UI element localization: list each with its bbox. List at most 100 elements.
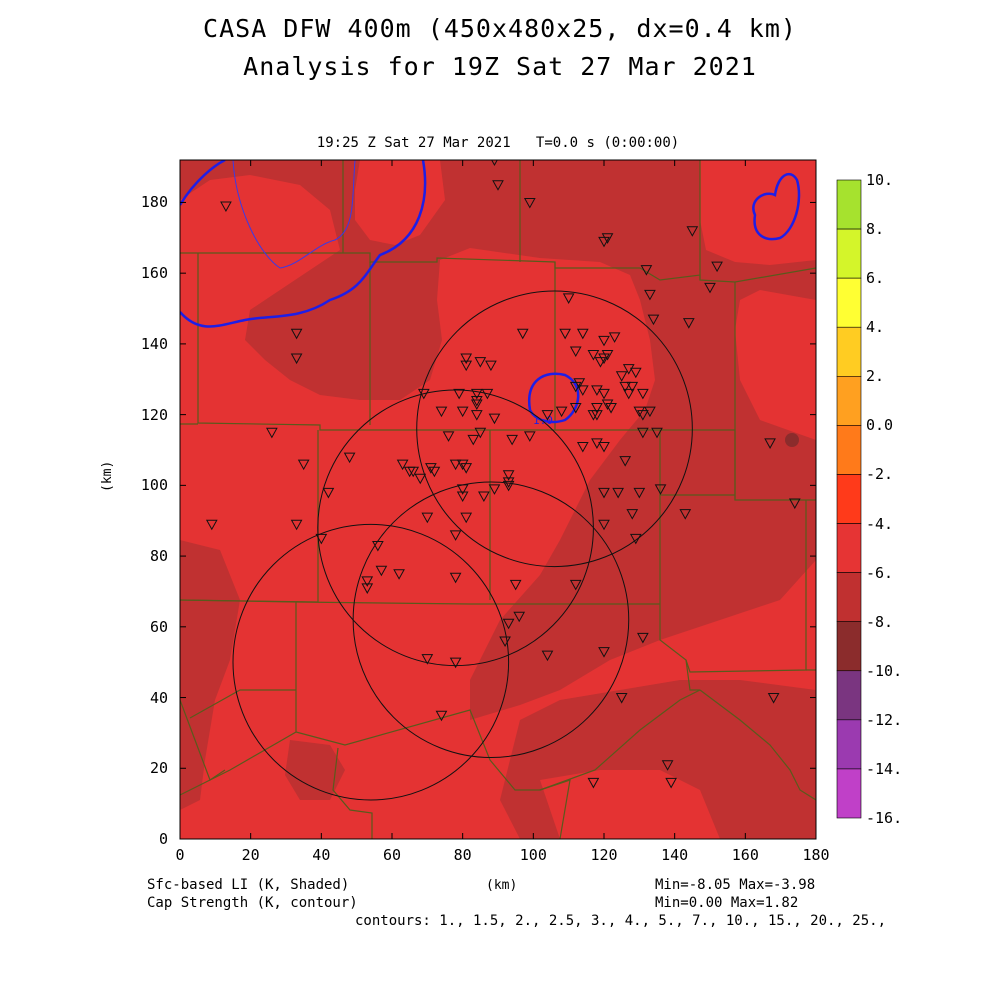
colorbar-swatch	[836, 523, 862, 573]
station-marker	[290, 519, 303, 531]
station-marker	[598, 388, 610, 400]
station-marker	[601, 233, 614, 244]
x-axis-label: (km)	[486, 878, 518, 893]
y-tick-label: 20	[149, 759, 168, 778]
li-light-region-north	[355, 160, 445, 245]
station-marker	[647, 314, 660, 326]
station-marker	[449, 657, 462, 669]
station-marker	[619, 381, 632, 393]
station-marker	[449, 530, 462, 541]
footer-contour-list: contours: 1., 1.5, 2., 2.5, 3., 4., 5., …	[355, 913, 887, 929]
station-marker	[460, 463, 473, 474]
x-tick-label: 80	[453, 846, 472, 864]
station-marker	[626, 509, 639, 520]
station-marker	[704, 282, 716, 294]
station-marker	[290, 328, 303, 340]
station-marker	[315, 533, 328, 545]
station-marker	[598, 335, 610, 347]
station-marker	[682, 318, 695, 329]
station-marker	[637, 632, 649, 644]
colorbar-swatch	[836, 572, 862, 622]
li-dark-region-north	[180, 160, 816, 720]
station-marker	[598, 236, 610, 248]
station-marker	[478, 491, 490, 502]
station-marker	[569, 579, 582, 591]
station-marker	[711, 261, 723, 273]
station-marker	[637, 410, 649, 421]
station-marker	[322, 487, 335, 499]
axis-ticks	[179, 160, 817, 840]
colorbar-swatch	[836, 621, 862, 672]
station-marker	[523, 431, 536, 442]
radar-range-rings	[232, 290, 693, 801]
station-marker	[393, 569, 405, 580]
station-marker	[509, 579, 522, 591]
county-boundaries	[180, 160, 816, 839]
station-marker	[290, 353, 303, 365]
chart-title: CASA DFW 400m (450x480x25, dx=0.4 km)	[203, 14, 797, 43]
li-light-region-east	[735, 290, 816, 440]
y-tick-label: 80	[149, 547, 168, 566]
station-marker	[619, 456, 632, 467]
colorbar-label: -16.	[866, 809, 903, 827]
station-marker	[470, 395, 483, 407]
station-marker	[470, 388, 483, 400]
colorbar-label: -6.	[866, 563, 894, 582]
station-marker	[470, 410, 483, 421]
station-marker	[587, 350, 600, 361]
station-marker	[591, 403, 603, 414]
chart-subtitle-time: Analysis for 19Z Sat 27 Mar 2021	[243, 52, 757, 81]
station-marker	[449, 459, 462, 471]
x-tick-label: 120	[590, 846, 618, 864]
colorbar-label: 10.	[866, 171, 894, 189]
station-marker	[460, 353, 473, 365]
colorbar-label: 0.0	[866, 416, 894, 435]
station-marker	[435, 710, 448, 722]
footer-li-minmax: Min=-8.05 Max=-3.98	[655, 877, 816, 893]
colorbar-label: 8.	[866, 220, 885, 239]
y-tick-label: 120	[140, 405, 168, 424]
colorbar-label: 4.	[866, 318, 885, 337]
station-marker	[594, 357, 607, 368]
station-marker	[502, 618, 515, 630]
li-dark-region-southwest	[285, 740, 345, 800]
station-marker	[633, 487, 646, 499]
station-marker	[474, 357, 487, 368]
station-marker	[598, 441, 610, 453]
colorbar-swatch	[836, 376, 862, 426]
station-marker	[414, 473, 427, 485]
radar-range-ring	[232, 523, 510, 801]
station-marker	[637, 388, 649, 400]
station-marker	[456, 459, 469, 471]
station-marker	[598, 647, 610, 658]
station-marker	[502, 470, 515, 481]
colorbar	[836, 179, 862, 819]
station-marker	[605, 403, 617, 414]
colorbar-swatch	[836, 228, 862, 279]
station-marker	[502, 477, 515, 488]
station-marker	[220, 201, 232, 213]
colorbar-label: -14.	[866, 759, 903, 778]
station-marker	[205, 519, 218, 531]
station-marker	[492, 180, 504, 191]
station-marker	[485, 360, 497, 372]
footer-cap-minmax: Min=0.00 Max=1.82	[655, 895, 799, 911]
station-marker	[488, 413, 501, 425]
station-marker	[375, 565, 388, 577]
y-tick-label: 140	[140, 334, 168, 353]
station-marker	[665, 777, 677, 789]
x-tick-label: 160	[731, 846, 759, 864]
station-marker	[481, 388, 494, 400]
station-marker	[474, 427, 487, 439]
station-marker	[622, 388, 635, 400]
station-marker	[442, 431, 455, 442]
station-marker	[651, 427, 663, 439]
li-min-spot	[785, 433, 799, 447]
cap-contours	[180, 160, 801, 424]
station-marker	[615, 371, 628, 382]
y-tick-label: 100	[140, 476, 168, 495]
station-marker	[453, 388, 465, 400]
plot-frame	[179, 159, 817, 840]
station-marker	[640, 265, 653, 276]
